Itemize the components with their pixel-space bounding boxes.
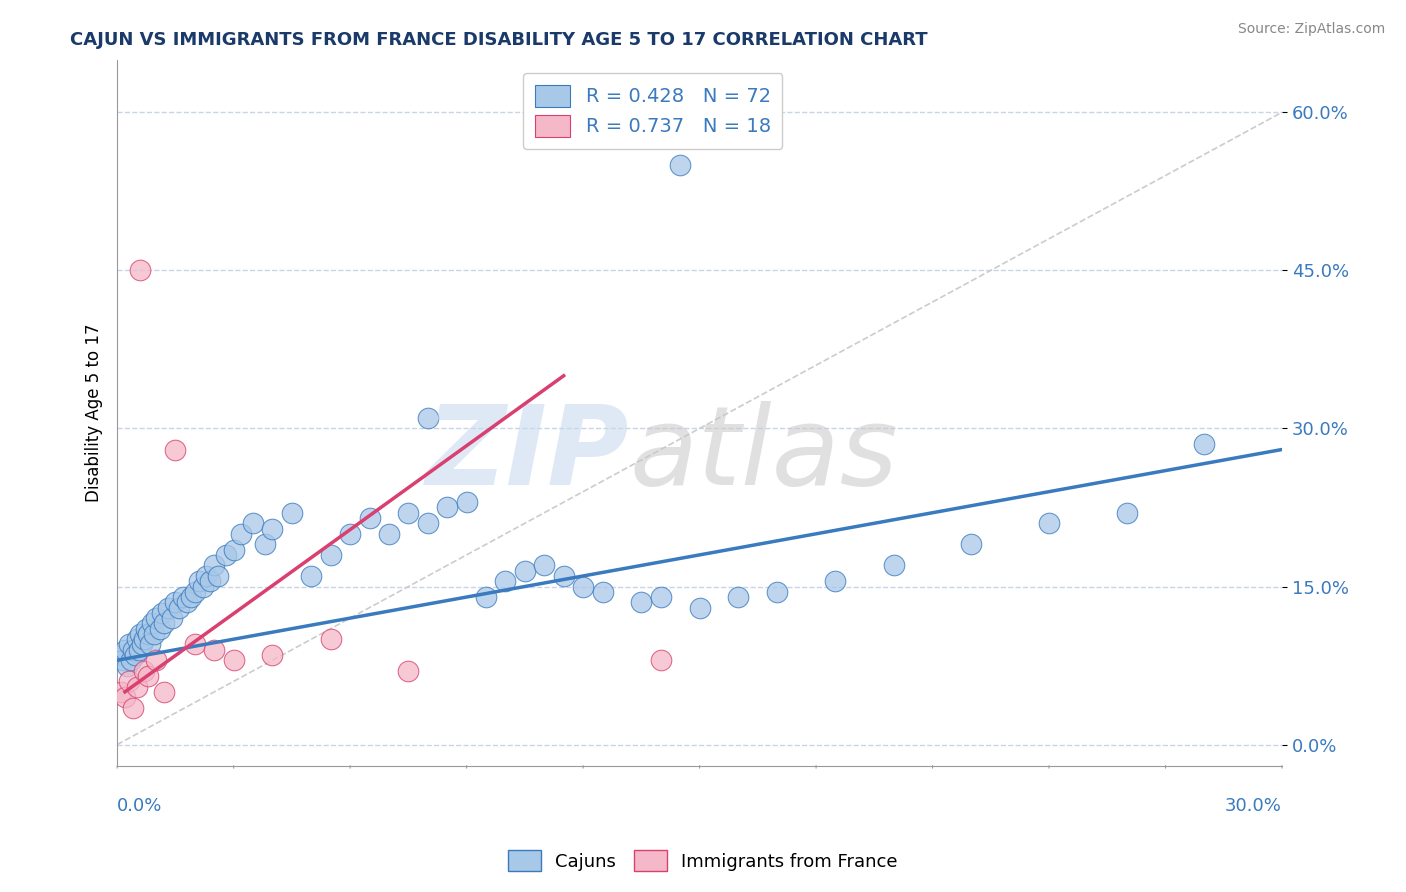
- Point: [125, 632, 148, 647]
- Point: [475, 590, 498, 604]
- Point: [1115, 506, 1137, 520]
- Point: [143, 627, 166, 641]
- Point: [339, 526, 361, 541]
- Point: [121, 700, 143, 714]
- Legend: R = 0.428   N = 72, R = 0.737   N = 18: R = 0.428 N = 72, R = 0.737 N = 18: [523, 73, 783, 149]
- Point: [110, 648, 132, 662]
- Point: [494, 574, 516, 589]
- Point: [416, 516, 439, 531]
- Point: [145, 611, 167, 625]
- Point: [180, 590, 202, 604]
- Point: [120, 653, 142, 667]
- Point: [160, 611, 183, 625]
- Point: [202, 642, 225, 657]
- Point: [156, 600, 179, 615]
- Point: [960, 537, 983, 551]
- Point: [262, 522, 284, 536]
- Point: [242, 516, 264, 531]
- Point: [253, 537, 276, 551]
- Point: [149, 622, 172, 636]
- Point: [114, 690, 136, 705]
- Point: [222, 542, 245, 557]
- Point: [141, 616, 163, 631]
- Point: [630, 595, 652, 609]
- Point: [129, 263, 152, 277]
- Point: [125, 680, 148, 694]
- Point: [533, 558, 555, 573]
- Point: [215, 548, 238, 562]
- Point: [131, 637, 153, 651]
- Point: [299, 569, 322, 583]
- Text: ZIP: ZIP: [426, 401, 630, 508]
- Point: [200, 574, 222, 589]
- Point: [396, 664, 419, 678]
- Point: [176, 595, 198, 609]
- Point: [118, 674, 141, 689]
- Point: [456, 495, 478, 509]
- Point: [650, 590, 672, 604]
- Point: [766, 584, 789, 599]
- Point: [121, 642, 143, 657]
- Text: atlas: atlas: [630, 401, 898, 508]
- Point: [134, 664, 156, 678]
- Point: [650, 653, 672, 667]
- Point: [152, 616, 174, 631]
- Point: [202, 558, 225, 573]
- Point: [727, 590, 749, 604]
- Point: [1038, 516, 1060, 531]
- Point: [207, 569, 229, 583]
- Point: [222, 653, 245, 667]
- Legend: Cajuns, Immigrants from France: Cajuns, Immigrants from France: [501, 843, 905, 879]
- Point: [262, 648, 284, 662]
- Point: [1194, 437, 1216, 451]
- Y-axis label: Disability Age 5 to 17: Disability Age 5 to 17: [86, 324, 103, 502]
- Point: [553, 569, 575, 583]
- Point: [129, 627, 152, 641]
- Point: [319, 548, 342, 562]
- Point: [111, 653, 134, 667]
- Point: [436, 500, 458, 515]
- Point: [165, 595, 187, 609]
- Point: [139, 637, 162, 651]
- Point: [150, 606, 173, 620]
- Point: [359, 511, 381, 525]
- Point: [231, 526, 253, 541]
- Point: [883, 558, 905, 573]
- Point: [128, 642, 150, 657]
- Point: [572, 580, 595, 594]
- Point: [152, 685, 174, 699]
- Point: [115, 658, 138, 673]
- Point: [114, 642, 136, 657]
- Point: [118, 637, 141, 651]
- Point: [187, 574, 209, 589]
- Point: [124, 648, 146, 662]
- Point: [169, 600, 191, 615]
- Point: [396, 506, 419, 520]
- Point: [669, 158, 692, 172]
- Text: 30.0%: 30.0%: [1225, 797, 1282, 815]
- Point: [689, 600, 711, 615]
- Point: [184, 584, 207, 599]
- Text: CAJUN VS IMMIGRANTS FROM FRANCE DISABILITY AGE 5 TO 17 CORRELATION CHART: CAJUN VS IMMIGRANTS FROM FRANCE DISABILI…: [70, 31, 928, 49]
- Point: [135, 622, 157, 636]
- Point: [416, 410, 439, 425]
- Text: Source: ZipAtlas.com: Source: ZipAtlas.com: [1237, 22, 1385, 37]
- Point: [134, 632, 156, 647]
- Point: [136, 669, 159, 683]
- Point: [191, 580, 214, 594]
- Point: [824, 574, 846, 589]
- Point: [145, 653, 167, 667]
- Point: [195, 569, 218, 583]
- Text: 0.0%: 0.0%: [117, 797, 163, 815]
- Point: [319, 632, 342, 647]
- Point: [592, 584, 614, 599]
- Point: [172, 590, 194, 604]
- Point: [110, 685, 132, 699]
- Point: [281, 506, 304, 520]
- Point: [184, 637, 207, 651]
- Point: [165, 442, 187, 457]
- Point: [136, 627, 159, 641]
- Point: [513, 564, 536, 578]
- Point: [378, 526, 401, 541]
